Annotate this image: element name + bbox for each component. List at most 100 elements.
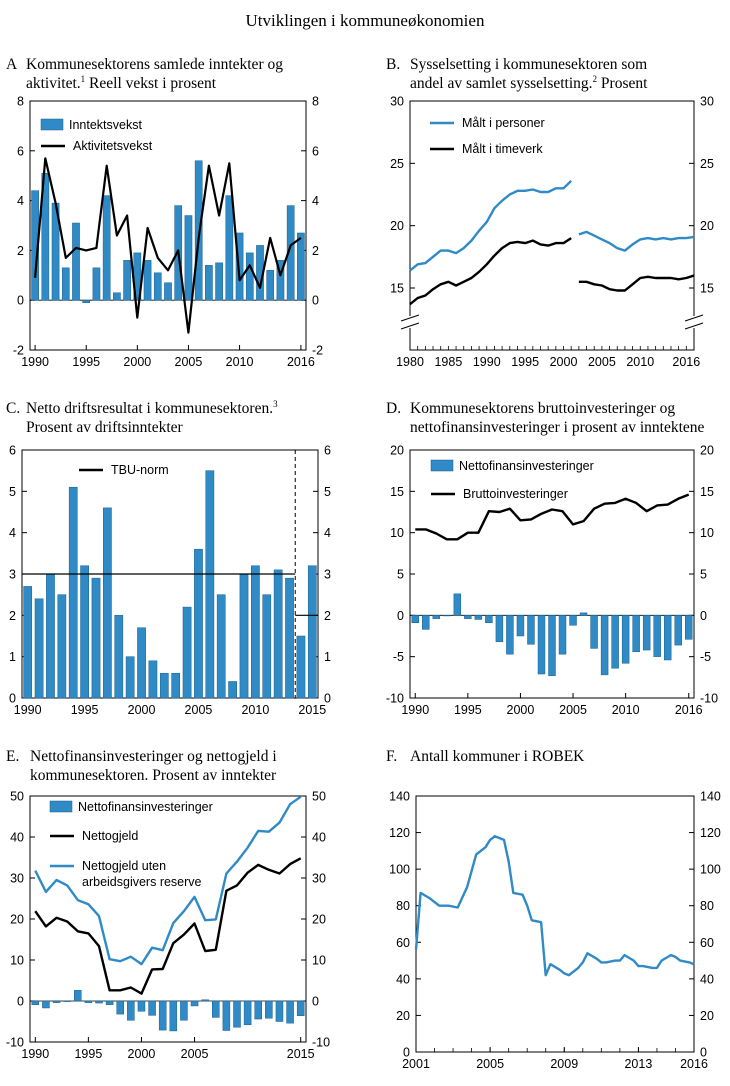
- y-tick-label-left: 0: [397, 609, 404, 623]
- x-tick-label: 2016: [680, 1057, 708, 1071]
- y-tick-label-right: 25: [700, 157, 714, 171]
- x-tick-label: 2000: [128, 703, 156, 717]
- panel-c-title-line2: Prosent av driftsinntekter: [26, 419, 184, 436]
- bar-nettofinansinvesteringer: [84, 1000, 93, 1003]
- y-tick-label-right: 0: [312, 294, 319, 308]
- bar-nettofinansinvesteringer: [212, 1000, 220, 1018]
- x-tick-label: 2015: [287, 1047, 315, 1061]
- x-tick-label: 1990: [21, 1047, 49, 1061]
- plot-frame: [29, 100, 307, 351]
- plot-frame: [29, 795, 307, 1043]
- bar-netto-driftsresultat: [34, 598, 44, 699]
- y-tick-label-left: 140: [389, 790, 410, 804]
- y-tick-label-right: -2: [312, 344, 323, 358]
- x-tick-label: 1995: [74, 1047, 102, 1061]
- x-tick-label: 1995: [71, 703, 99, 717]
- bar-nettofinansinvesteringer: [243, 1000, 252, 1026]
- bar-netto-driftsresultat: [307, 565, 317, 699]
- y-tick-label-right: 8: [312, 95, 319, 109]
- line-maalt-i-personer-ny: [578, 230, 695, 252]
- y-tick-label-right: 15: [700, 282, 714, 296]
- bar-nettofinansinvesteringer: [600, 615, 609, 676]
- x-tick-label: 2013: [624, 1057, 652, 1071]
- bar-inntektsvekst: [102, 195, 111, 301]
- y-tick-label-left: 20: [10, 913, 24, 927]
- x-tick-label: 2001: [402, 1057, 430, 1071]
- panel-e-title-line2: kommunesektoren. Prosent av inntekter: [30, 767, 277, 784]
- bar-nettofinansinvesteringer: [190, 1000, 199, 1007]
- panel-b-title: B. Sysselsetting i kommunesektoren som a…: [386, 56, 648, 92]
- y-tick-label-right: 20: [312, 913, 326, 927]
- y-tick-label-left: 40: [10, 831, 24, 845]
- figure-title: Utviklingen i kommuneøkonomien: [246, 11, 485, 30]
- panel-f-title-line1: Antall kommuner i ROBEK: [410, 748, 585, 765]
- y-tick-label-left: 5: [9, 485, 16, 499]
- bar-nettofinansinvesteringer: [663, 615, 672, 661]
- bar-nettofinansinvesteringer: [685, 615, 693, 640]
- bar-inntektsvekst: [41, 172, 50, 301]
- bar-nettofinansinvesteringer: [127, 1000, 135, 1021]
- y-tick-label-right: -10: [700, 692, 718, 706]
- bar-nettofinansinvesteringer: [453, 593, 462, 616]
- y-tick-label-left: 100: [389, 863, 410, 877]
- bar-inntektsvekst: [215, 262, 223, 301]
- plot-frame: [415, 795, 695, 1053]
- bar-netto-driftsresultat: [296, 635, 306, 699]
- panel-b-title-line2b: Prosent: [597, 75, 648, 92]
- bar-nettofinansinvesteringer: [265, 1000, 273, 1019]
- bar-netto-driftsresultat: [239, 573, 249, 699]
- panel-b-plot: 15 15 20 20 25 25 30 30 1980 1985 1990 1995 2000 2005…: [390, 95, 714, 370]
- panel-a-title: A Kommunesektorens samlede inntekter og …: [6, 56, 283, 92]
- legend-label: Nettofinansinvesteringer: [78, 800, 213, 814]
- bar-nettofinansinvesteringer: [42, 1000, 50, 1009]
- y-tick-label-right: -10: [312, 1036, 330, 1050]
- bar-netto-driftsresultat: [125, 656, 135, 699]
- bar-inntektsvekst: [164, 282, 172, 301]
- y-tick-label-right: 40: [312, 831, 326, 845]
- bar-inntektsvekst: [245, 252, 254, 301]
- line-nettogjeld: [34, 857, 302, 995]
- panel-c-title: C. Netto driftsresultat i kommunesektore…: [6, 399, 278, 436]
- y-tick-label-right: 40: [700, 972, 714, 986]
- bar-nettofinansinvesteringer: [286, 1000, 294, 1024]
- x-tick-label: 1995: [511, 355, 539, 369]
- bar-inntektsvekst: [123, 260, 131, 301]
- bar-inntektsvekst: [184, 215, 193, 301]
- y-tick-label-left: 2: [17, 244, 24, 258]
- y-tick-label-left: 80: [396, 899, 410, 913]
- x-tick-label: 2016: [287, 355, 315, 369]
- bar-inntektsvekst: [297, 232, 305, 301]
- bar-nettofinansinvesteringer: [95, 1000, 103, 1004]
- legend-label: Aktivitetsvekst: [73, 139, 153, 153]
- bar-nettofinansinvesteringer: [116, 1000, 124, 1015]
- legend-label: Målt i timeverk: [462, 142, 543, 156]
- panel-a-title-line2b: Reell vekst i prosent: [85, 75, 217, 92]
- bar-nettofinansinvesteringer: [642, 615, 651, 651]
- y-tick-label-left: 50: [10, 790, 24, 804]
- bar-nettofinansinvesteringer: [233, 1000, 241, 1028]
- y-tick-label-left: 2: [9, 609, 16, 623]
- x-tick-label: 2016: [675, 703, 703, 717]
- panel-b-title-line1: Sysselsetting i kommunesektoren som: [410, 56, 647, 73]
- bar-netto-driftsresultat: [262, 594, 272, 699]
- bar-nettofinansinvesteringer: [105, 1000, 114, 1005]
- panel-d-title: D. Kommunesektorens bruttoinvesteringer …: [386, 400, 705, 436]
- x-tick-label: 2005: [559, 703, 587, 717]
- x-tick-label: 1995: [454, 703, 482, 717]
- x-tick-label: 2010: [241, 703, 269, 717]
- y-tick-label-left: -5: [393, 650, 404, 664]
- bar-nettofinansinvesteringer: [422, 615, 430, 630]
- legend-label: Nettogjeld: [82, 829, 138, 843]
- y-tick-label-right: 10: [312, 954, 326, 968]
- axis-break-mark: [684, 314, 704, 322]
- bar-nettofinansinvesteringer: [201, 999, 209, 1002]
- y-tick-label-left: 3: [9, 568, 16, 582]
- axis-break-mark: [400, 314, 420, 322]
- bar-inntektsvekst: [153, 272, 162, 301]
- bar-nettofinansinvesteringer: [621, 615, 630, 664]
- panel-f-letter: F.: [386, 748, 397, 765]
- legend-label: Nettofinansinvesteringer: [459, 459, 594, 473]
- y-tick-label-right: 0: [700, 1046, 707, 1060]
